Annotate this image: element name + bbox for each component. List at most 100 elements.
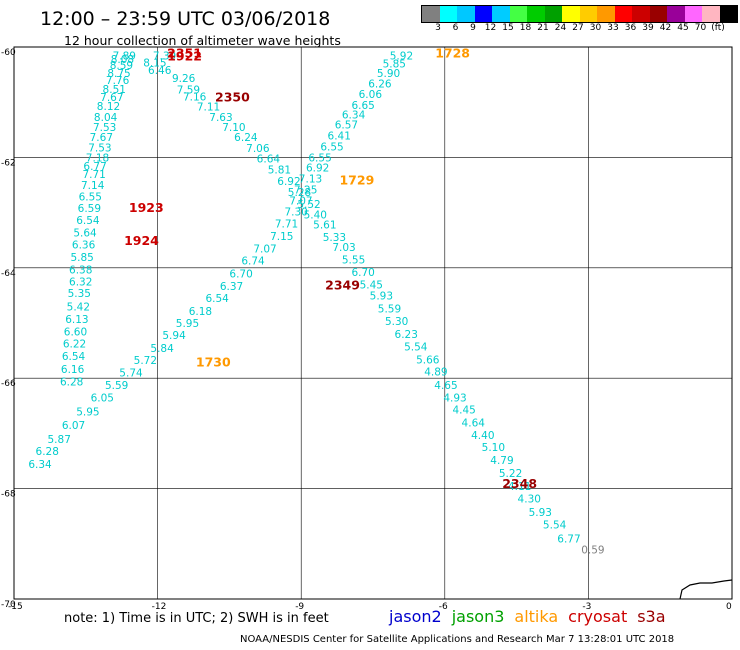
- wave-height-point-cryosat: 7.89: [113, 50, 136, 62]
- wave-height-point-altika: 5.74: [119, 368, 143, 380]
- colorbar-swatch: [422, 6, 440, 22]
- axis-tick-labels: -15 -12 -9 -6 -3 0 -60 -62 -64 -66 -68 -70: [1, 48, 732, 612]
- wave-height-point-altika: 6.55: [320, 141, 343, 153]
- colorbar-label: 70: [694, 23, 707, 33]
- wave-height-point-altika: 6.57: [335, 119, 358, 131]
- colorbar-label: 39: [642, 23, 654, 33]
- wave-height-point-s3a: 4.93: [443, 393, 466, 405]
- credit-line: NOAA/NESDIS Center for Satellite Applica…: [240, 634, 675, 645]
- wave-height-point-altika: 5.85: [383, 59, 406, 71]
- wave-height-point-altika: 5.92: [390, 50, 413, 62]
- wave-height-point-cryosat: 6.60: [64, 326, 87, 338]
- wave-height-point-cryosat: 7.18: [86, 152, 109, 164]
- map-title: 12:00 – 23:59 UTC 03/06/2018: [40, 8, 331, 30]
- legend-jason3: jason3: [451, 607, 505, 626]
- colorbar-swatch: [509, 6, 527, 22]
- wave-height-point-altika: 7.07: [289, 195, 312, 207]
- wave-height-point-s3a: 5.30: [385, 316, 408, 328]
- wave-height-point-cryosat: 7.76: [106, 75, 130, 87]
- wave-height-point-altika: 5.94: [162, 330, 186, 342]
- wave-height-point-altika: 7.71: [275, 219, 298, 231]
- wave-height-point-s3a: 7.06: [246, 143, 270, 155]
- wave-height-point-cryosat: 6.16: [61, 364, 85, 376]
- legend-s3a: s3a: [637, 607, 666, 626]
- wave-height-point-cryosat: 6.13: [65, 314, 88, 326]
- x-tick-label: -12: [152, 602, 167, 612]
- wave-height-point-altika: 6.26: [368, 78, 392, 90]
- wave-height-point-s3a: 5.61: [313, 220, 336, 232]
- wave-height-point-cryosat: 6.77: [83, 161, 106, 173]
- colorbar-swatch: [597, 6, 615, 22]
- wave-height-point-cryosat: 5.85: [70, 252, 93, 264]
- wave-height-point-s3a: 4.64: [462, 417, 486, 429]
- wave-height-point-cryosat: 6.38: [69, 264, 92, 276]
- colorbar-swatch: [457, 6, 475, 22]
- colorbar-label: 21: [537, 23, 549, 33]
- wave-height-point-s3a: 5.28: [288, 187, 311, 199]
- wave-height-point-s3a: 5.33: [323, 232, 346, 244]
- wave-height-point-cryosat: 8.51: [103, 84, 126, 96]
- wave-height-point-cryosat: 6.59: [78, 203, 101, 215]
- legend-cryosat: cryosat: [568, 607, 628, 626]
- wave-height-point-altika: 6.92: [306, 162, 329, 174]
- y-tick-label: -64: [1, 269, 16, 279]
- time-label: 1730: [196, 355, 231, 370]
- time-label: 2350: [215, 90, 250, 105]
- wave-height-point-grey: 0.59: [581, 544, 604, 556]
- wave-height-point-altika: 6.65: [351, 100, 374, 112]
- wave-height-point-altika: 5.84: [150, 343, 174, 355]
- wave-height-point-cryosat: 5.42: [67, 301, 90, 313]
- colorbar-label: 36: [624, 23, 637, 33]
- wave-height-point-s3a: 4.45: [452, 405, 475, 417]
- grid-lines: [13, 46, 733, 600]
- wave-height-point-altika: 5.90: [377, 68, 400, 80]
- wave-height-point-s3a: 4.11: [508, 481, 531, 493]
- wave-height-point-s3a: 5.22: [499, 468, 522, 480]
- wave-height-point-s3a: 6.70: [351, 267, 374, 279]
- colorbar-swatch: [579, 6, 597, 22]
- wave-height-point-altika: 6.34: [28, 459, 52, 471]
- colorbar-swatch: [684, 6, 702, 22]
- wave-height-point-s3a: 9.26: [172, 73, 196, 85]
- wave-height-point-altika: 6.05: [91, 393, 114, 405]
- colorbar-label: 15: [502, 23, 514, 33]
- time-label: 1923: [129, 200, 164, 215]
- colorbar-label: 6: [452, 23, 459, 33]
- colorbar-label: 24: [554, 23, 567, 33]
- wave-height-point-altika: 7.30: [284, 206, 307, 218]
- wave-height-point-altika: 6.55: [308, 152, 331, 164]
- wave-height-point-s3a: 5.93: [370, 290, 393, 302]
- wave-height-point-s3a: 4.89: [424, 367, 447, 379]
- wave-height-point-cryosat: 7.71: [82, 169, 105, 181]
- wave-height-point-cryosat: 5.64: [73, 227, 97, 239]
- map-subtitle: 12 hour collection of altimeter wave hei…: [64, 33, 341, 48]
- wave-height-point-s3a: 5.40: [304, 209, 327, 221]
- wave-height-point-cryosat: 8.12: [97, 101, 120, 113]
- wave-height-point-altika: 6.54: [205, 293, 229, 305]
- wave-height-point-s3a: 6.23: [395, 329, 418, 341]
- wave-height-point-cryosat: 8.59: [110, 60, 133, 72]
- satellite-legend: jason2 jason3 altika cryosat s3a: [389, 607, 676, 626]
- wave-height-point-cryosat: 6.32: [69, 277, 92, 289]
- wave-height-point-altika: 7.25: [294, 184, 317, 196]
- wave-height-point-altika: 6.34: [342, 109, 366, 121]
- wave-height-point-s3a: 5.59: [378, 304, 401, 316]
- wave-height-point-cryosat: 7.53: [93, 122, 116, 134]
- colorbar-swatch: [492, 6, 510, 22]
- map-frame: [13, 46, 733, 600]
- wave-height-point-s3a: 8.15: [143, 57, 166, 69]
- wave-height-point-cryosat: 5.35: [68, 288, 91, 300]
- colorbar-label: 18: [519, 23, 532, 33]
- y-tick-label: -60: [1, 48, 16, 58]
- wave-height-point-s3a: 7.39: [153, 50, 176, 62]
- wave-height-point-altika: 7.13: [299, 173, 322, 185]
- time-label: 1922: [167, 48, 202, 63]
- wave-height-point-s3a: 5.93: [529, 507, 552, 519]
- colorbar-label: 30: [589, 23, 602, 33]
- colorbar-label: 9: [470, 23, 476, 33]
- colorbar-label: 27: [572, 23, 584, 33]
- colorbar-swatch: [702, 6, 720, 22]
- wave-height-point-altika: 6.70: [229, 268, 252, 280]
- colorbar-swatch: [649, 6, 667, 22]
